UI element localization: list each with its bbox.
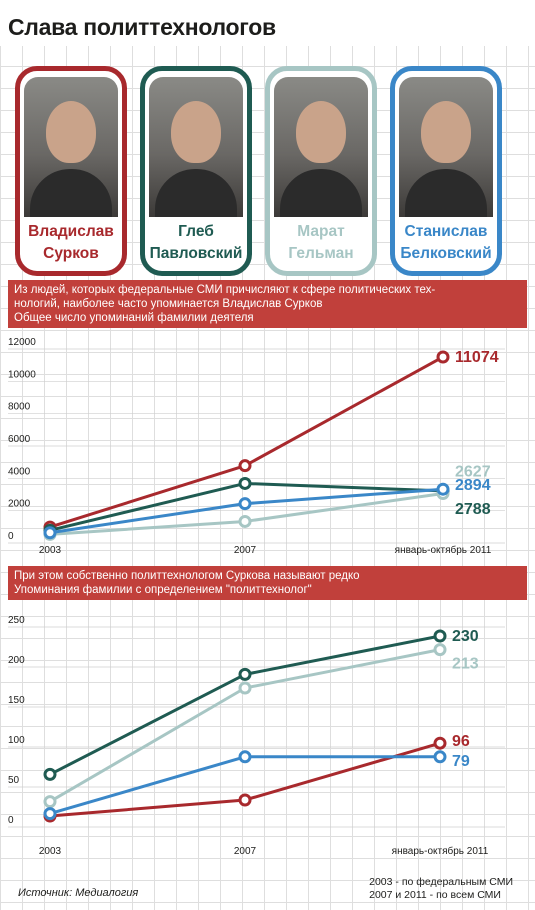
y-tick-label: 12000 bbox=[8, 337, 36, 348]
banner-total-mentions: Из людей, которых федеральные СМИ причис… bbox=[8, 280, 527, 328]
y-tick-label: 100 bbox=[8, 735, 25, 746]
portrait-surkov bbox=[24, 77, 118, 217]
portrait-body bbox=[30, 169, 112, 217]
banner-text: нологий, наиболее часто упоминается Влад… bbox=[14, 298, 323, 310]
y-tick-label: 50 bbox=[8, 775, 20, 786]
data-point bbox=[238, 681, 252, 695]
portrait-body bbox=[405, 169, 487, 217]
portrait-belkovsky bbox=[399, 77, 493, 217]
portrait-head bbox=[421, 101, 471, 163]
y-tick-label: 200 bbox=[8, 655, 25, 666]
data-label: 79 bbox=[452, 753, 470, 770]
portrait-body bbox=[155, 169, 237, 217]
page-title: Слава политтехнологов bbox=[8, 14, 276, 40]
y-tick-label: 2000 bbox=[8, 499, 31, 510]
data-point bbox=[238, 459, 252, 473]
portrait-head bbox=[296, 101, 346, 163]
chart-total-mentions: 0 2000 4000 6000 8000 10000 12000 2003 2007 январ… bbox=[8, 337, 505, 556]
data-point bbox=[43, 767, 57, 781]
banner-technologist-mentions: При этом собственно политтехнологом Сурк… bbox=[8, 566, 527, 600]
chart-technologist-mentions: 0 50 100 150 200 250 2003 2007 январь-октябрь 20… bbox=[8, 615, 505, 857]
data-point bbox=[238, 514, 252, 528]
banner-subtitle: Общее число упоминаний фамилии деятеля bbox=[14, 312, 254, 324]
data-point bbox=[43, 795, 57, 809]
portrait-head bbox=[171, 101, 221, 163]
period-note: 2003 - по федеральным СМИ 2007 и 2011 - … bbox=[369, 876, 513, 902]
data-point bbox=[433, 629, 447, 643]
data-label: 2894 bbox=[455, 477, 491, 494]
person-name-belkovsky: Станислав Белковский bbox=[400, 223, 492, 262]
data-point bbox=[433, 643, 447, 657]
person-name-pavlovsky: Глеб Павловский bbox=[149, 223, 243, 262]
x-tick-label: 2007 bbox=[234, 545, 257, 556]
data-point bbox=[238, 497, 252, 511]
banner-text: При этом собственно политтехнологом Сурк… bbox=[14, 570, 360, 582]
data-label: 2788 bbox=[455, 501, 491, 518]
portrait-gelman bbox=[274, 77, 368, 217]
y-tick-label: 4000 bbox=[8, 466, 31, 477]
data-point bbox=[436, 482, 450, 496]
banner-text: Из людей, которых федеральные СМИ причис… bbox=[14, 284, 436, 296]
y-tick-label: 150 bbox=[8, 695, 25, 706]
y-tick-label: 0 bbox=[8, 815, 14, 826]
card-surkov: Владислав Сурков bbox=[15, 66, 127, 276]
data-point bbox=[433, 736, 447, 750]
data-point bbox=[43, 807, 57, 821]
data-label: 230 bbox=[452, 628, 479, 645]
person-name-surkov: Владислав Сурков bbox=[28, 223, 114, 262]
data-point bbox=[238, 793, 252, 807]
title-bar: Слава политтехнологов bbox=[0, 0, 535, 46]
portrait-pavlovsky bbox=[149, 77, 243, 217]
portrait-head bbox=[46, 101, 96, 163]
person-name-gelman: Марат Гельман bbox=[288, 223, 354, 262]
data-point bbox=[238, 750, 252, 764]
y-tick-label: 8000 bbox=[8, 402, 31, 413]
x-tick-label: 2003 bbox=[39, 846, 62, 857]
x-tick-label: 2007 bbox=[234, 846, 257, 857]
x-tick-label: январь-октябрь 2011 bbox=[395, 544, 492, 556]
card-gelman: Марат Гельман bbox=[265, 66, 377, 276]
y-tick-label: 6000 bbox=[8, 434, 31, 445]
y-tick-label: 10000 bbox=[8, 369, 36, 380]
data-label: 213 bbox=[452, 656, 479, 673]
y-tick-label: 0 bbox=[8, 531, 14, 542]
data-point bbox=[238, 667, 252, 681]
source-note: Источник: Медиалогия bbox=[18, 887, 139, 899]
card-belkovsky: Станислав Белковский bbox=[390, 66, 502, 276]
period-note-line: 2003 - по федеральным СМИ bbox=[369, 876, 513, 888]
data-point bbox=[43, 526, 57, 540]
data-label: 96 bbox=[452, 733, 470, 750]
data-point bbox=[433, 750, 447, 764]
y-tick-label: 250 bbox=[8, 615, 25, 626]
data-label: 2627 bbox=[455, 464, 491, 481]
banner-subtitle: Упоминания фамилии с определением "полит… bbox=[14, 584, 312, 596]
portrait-body bbox=[280, 169, 362, 217]
card-pavlovsky: Глеб Павловский bbox=[140, 66, 252, 276]
x-tick-label: 2003 bbox=[39, 545, 62, 556]
period-note-line: 2007 и 2011 - по всем СМИ bbox=[369, 889, 501, 901]
data-label: 11074 bbox=[455, 349, 499, 366]
data-point bbox=[436, 350, 450, 364]
data-point bbox=[238, 476, 252, 490]
x-tick-label: январь-октябрь 2011 bbox=[392, 845, 489, 857]
